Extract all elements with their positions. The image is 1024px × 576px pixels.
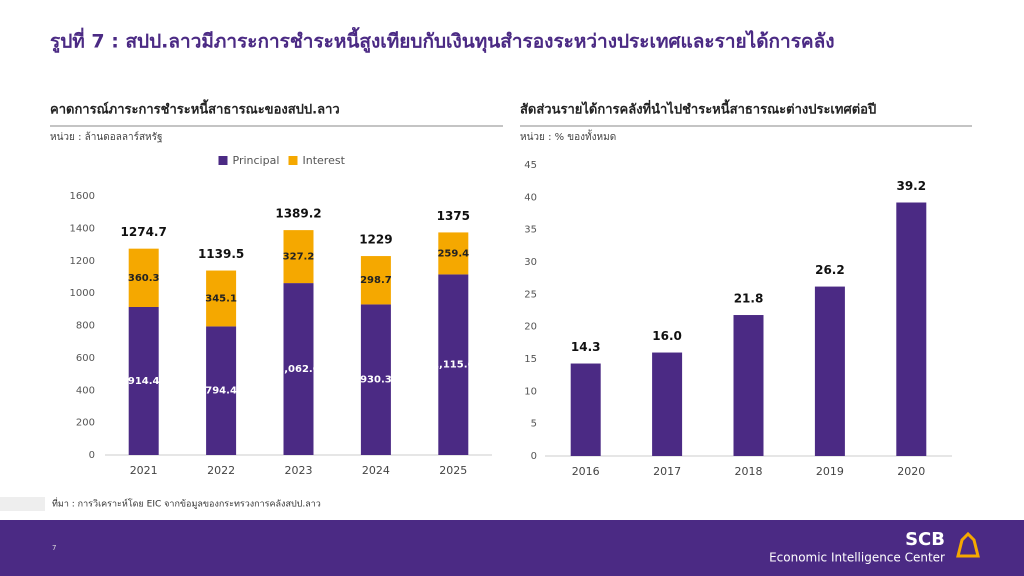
value-label: 794.4 (205, 386, 237, 397)
chart-title: สัดส่วนรายได้การคลังที่นำไปชำระหนี้สาธาร… (520, 99, 876, 118)
y-tick-label: 25 (524, 289, 537, 300)
source: ที่มา : การวิเคราะห์โดย EIC จากข้อมูลของ… (52, 497, 321, 510)
bar-segment (360, 304, 391, 455)
page-number: 7 (52, 544, 56, 552)
value-label: 914.4 (128, 376, 160, 387)
total-label: 1389.2 (275, 207, 321, 221)
value-label: 298.7 (360, 275, 392, 286)
legend-label: Principal (233, 154, 280, 167)
value-label: 14.3 (571, 340, 601, 354)
y-tick-label: 0 (531, 451, 537, 462)
bar-segment (360, 256, 391, 305)
y-tick-label: 30 (524, 257, 537, 268)
x-tick-label: 2018 (735, 465, 763, 478)
y-tick-label: 40 (524, 192, 537, 203)
y-tick-label: 1600 (70, 191, 95, 202)
value-label: 1,115.6 (432, 360, 474, 371)
x-tick-label: 2021 (130, 464, 158, 477)
value-label: 345.1 (205, 293, 237, 304)
brand-logo (956, 531, 980, 558)
bar-segment (206, 270, 237, 327)
y-tick-label: 1400 (70, 223, 95, 234)
legend-label: Interest (303, 154, 346, 167)
value-label: 327.2 (283, 252, 315, 263)
y-tick-label: 200 (76, 418, 95, 429)
value-label: 1,062.0 (277, 364, 319, 375)
bar-segment (438, 232, 469, 275)
y-tick-label: 45 (524, 160, 537, 171)
x-tick-label: 2023 (285, 464, 313, 477)
x-tick-label: 2022 (207, 464, 235, 477)
footer-band (0, 520, 1024, 576)
brand-unit: Economic Intelligence Center (769, 551, 945, 565)
bar-segment (283, 283, 314, 455)
bar-segment (283, 230, 314, 284)
y-tick-label: 0 (89, 450, 95, 461)
y-tick-label: 5 (531, 419, 537, 430)
value-label: 16.0 (652, 329, 682, 343)
y-tick-label: 800 (76, 321, 95, 332)
y-tick-label: 600 (76, 353, 95, 364)
value-label: 21.8 (734, 292, 764, 306)
x-tick-label: 2024 (362, 464, 390, 477)
bar-segment (128, 248, 159, 307)
x-tick-label: 2019 (816, 465, 844, 478)
x-tick-label: 2017 (653, 465, 681, 478)
bar (814, 286, 845, 456)
bar-segment (438, 274, 469, 455)
bar-segment (206, 326, 237, 455)
chart-title: คาดการณ์ภาระการชำระหนี้สาธารณะของสปป.ลาว (50, 99, 340, 118)
bar (652, 352, 683, 456)
total-label: 1274.7 (121, 225, 167, 239)
x-tick-label: 2020 (897, 465, 925, 478)
brand: SCB (905, 529, 945, 550)
y-tick-label: 10 (524, 386, 537, 397)
chart-subtitle: หน่วย : ล้านดอลลาร์สหรัฐ (50, 131, 163, 143)
value-label: 360.3 (128, 273, 160, 284)
y-tick-label: 1200 (70, 256, 95, 267)
total-label: 1375 (437, 209, 470, 223)
total-label: 1139.5 (198, 247, 244, 261)
chart-subtitle: หน่วย : % ของทั้งหมด (520, 129, 616, 143)
y-tick-label: 15 (524, 354, 537, 365)
value-label: 930.3 (360, 375, 392, 386)
value-label: 26.2 (815, 263, 845, 277)
bar-segment (128, 306, 159, 455)
legend-swatch (218, 156, 228, 165)
legend-swatch (288, 156, 298, 165)
y-tick-label: 20 (524, 322, 537, 333)
value-label: 259.4 (437, 248, 469, 259)
source-marker (0, 497, 45, 511)
y-tick-label: 400 (76, 385, 95, 396)
bar (733, 315, 764, 456)
y-tick-label: 1000 (70, 288, 95, 299)
value-label: 39.2 (896, 179, 926, 193)
total-label: 1229 (359, 233, 392, 247)
x-tick-label: 2025 (439, 464, 467, 477)
bar (570, 363, 601, 456)
slide-title: รูปที่ 7 : สปป.ลาวมีภาระการชำระหนี้สูงเท… (50, 27, 835, 54)
y-tick-label: 35 (524, 225, 537, 236)
bar (896, 202, 927, 456)
x-tick-label: 2016 (572, 465, 600, 478)
